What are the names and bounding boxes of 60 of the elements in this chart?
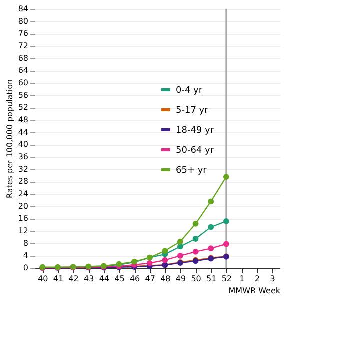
x-tick-label: 49 [176, 274, 186, 284]
point [162, 248, 168, 254]
x-tick-label: 47 [145, 274, 156, 284]
y-axis-title: Rates per 100,000 population [5, 79, 14, 199]
point [223, 174, 230, 180]
x-tick-label: 2 [254, 274, 260, 284]
y-tick-label: 80 [18, 16, 28, 26]
y-tick-label: 84 [18, 4, 28, 14]
y-tick-label: 0 [23, 264, 28, 272]
point [223, 218, 230, 224]
y-tick-label: 12 [18, 226, 28, 236]
y-tick-label: 76 [18, 29, 28, 38]
x-tick-label: 40 [38, 274, 48, 284]
x-tick-label: 48 [160, 274, 171, 284]
point [146, 260, 153, 266]
point [192, 236, 199, 242]
point [178, 253, 184, 259]
legend-label: 50-64 yr [176, 146, 214, 156]
x-tick-label: 51 [206, 274, 217, 284]
y-tick-label: 40 [18, 140, 28, 150]
x-axis-title: MMWR Week [228, 286, 281, 296]
y-tick-label: 4 [23, 251, 28, 260]
x-tick-label: 3 [270, 274, 276, 284]
legend-label: 65+ yr [176, 166, 208, 176]
point [208, 246, 214, 252]
x-tick-label: 46 [130, 274, 140, 284]
y-tick-label: 28 [18, 177, 28, 186]
legend-label: 0-4 yr [176, 86, 203, 96]
x-tick-label: 45 [114, 274, 125, 284]
point [192, 249, 199, 255]
y-tick-label: 8 [23, 238, 28, 248]
x-tick-label: 42 [68, 274, 79, 284]
point [192, 220, 199, 227]
y-tick-label: 56 [18, 90, 28, 100]
point [178, 238, 184, 245]
legend-label: 18-49 yr [176, 126, 214, 136]
y-tick-label: 44 [18, 128, 28, 137]
y-tick-label: 60 [18, 78, 28, 88]
y-tick-label: 36 [18, 152, 28, 162]
y-tick-label: 20 [18, 202, 28, 211]
point [178, 244, 184, 250]
x-tick-label: 44 [99, 274, 110, 284]
x-tick-label: 43 [84, 274, 94, 284]
point [208, 198, 214, 205]
point [223, 241, 230, 248]
y-tick-label: 72 [18, 42, 28, 50]
x-tick-label: 50 [191, 274, 202, 284]
x-tick-label: 41 [53, 274, 64, 284]
y-tick-label: 52 [18, 103, 28, 112]
point [208, 224, 214, 230]
y-tick-label: 68 [18, 54, 28, 63]
y-tick-label: 24 [18, 190, 28, 198]
legend-label: 5-17 yr [176, 106, 209, 116]
y-tick-label: 48 [18, 116, 28, 124]
y-tick-label: 32 [18, 164, 28, 174]
x-tick-label: 1 [240, 274, 245, 284]
y-tick-label: 16 [18, 214, 28, 224]
x-tick-label: 52 [222, 274, 232, 284]
point [162, 257, 168, 264]
y-tick-label: 64 [18, 66, 28, 76]
